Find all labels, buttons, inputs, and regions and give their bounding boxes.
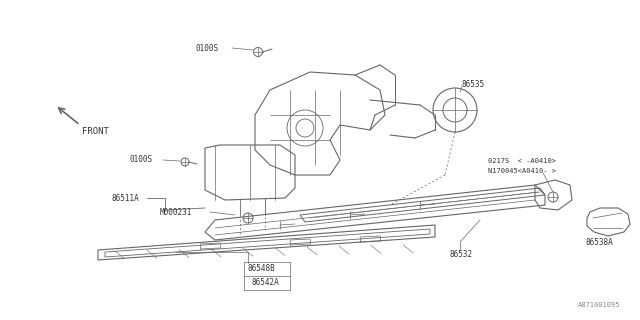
Text: 0217S  < -A0410>: 0217S < -A0410>	[488, 158, 556, 164]
Text: A871001095: A871001095	[577, 302, 620, 308]
Text: 86542A: 86542A	[252, 278, 280, 287]
Text: 86538A: 86538A	[585, 238, 612, 247]
Text: 0100S: 0100S	[130, 155, 153, 164]
Text: 86532: 86532	[450, 250, 473, 259]
Text: 86548B: 86548B	[248, 264, 276, 273]
Text: FRONT: FRONT	[82, 127, 109, 136]
Text: N170045<A0410- >: N170045<A0410- >	[488, 168, 556, 174]
Text: 86535: 86535	[462, 80, 485, 89]
Text: 0100S: 0100S	[195, 44, 218, 53]
Text: 86511A: 86511A	[112, 194, 140, 203]
Text: M000231: M000231	[160, 208, 193, 217]
